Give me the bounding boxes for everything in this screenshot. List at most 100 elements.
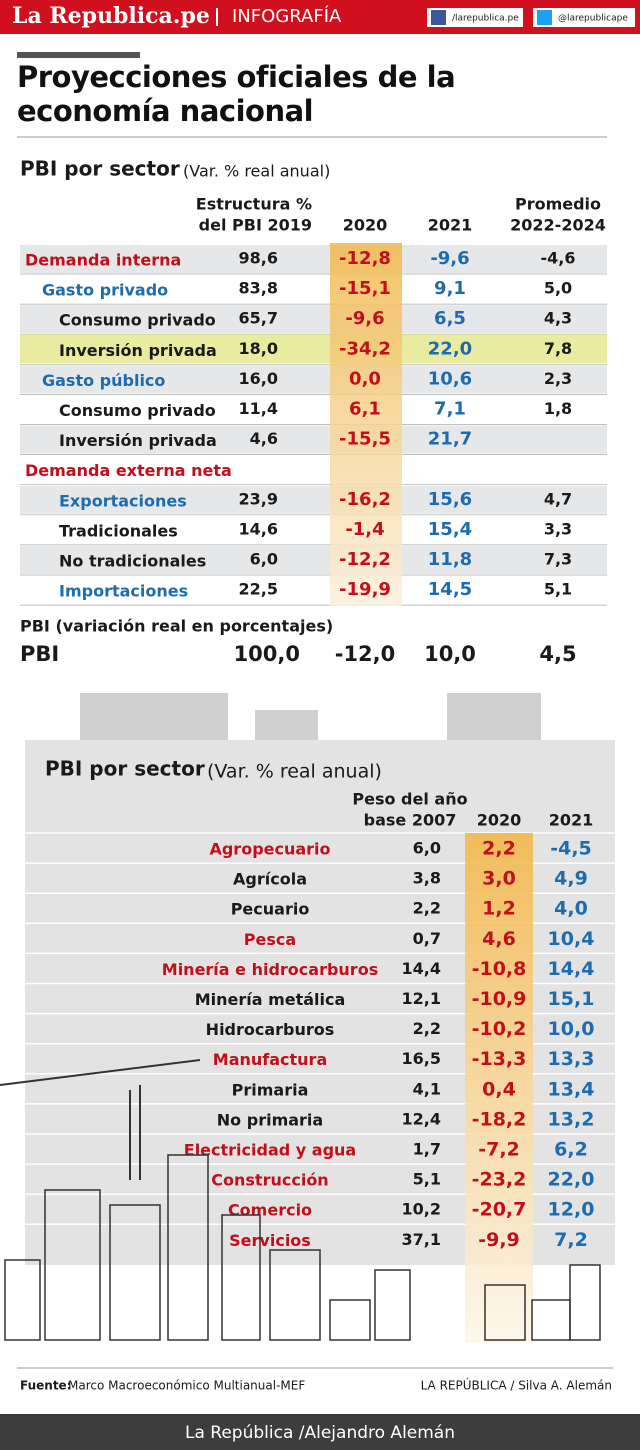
cell: 7,1 [434, 399, 466, 420]
table-title: PBI por sector [20, 157, 180, 181]
building [269, 1249, 321, 1341]
cell: 2,2 [413, 1019, 441, 1038]
row-label: Inversión privada [59, 431, 217, 450]
row-label: Consumo privado [59, 401, 216, 420]
brand: La Republica.pe [12, 3, 210, 29]
cell: 4,3 [544, 309, 572, 328]
row-bg [20, 365, 607, 394]
facebook: /larepublica.pe [452, 14, 519, 24]
cell: 11,4 [239, 399, 278, 418]
cell: 7,2 [554, 1229, 588, 1251]
cell: 4,0 [554, 898, 588, 920]
building [221, 1214, 261, 1341]
row-label: No tradicionales [59, 552, 206, 571]
cell: 15,1 [548, 988, 595, 1010]
row-label: Comercio [228, 1201, 312, 1220]
row-label: Hidrocarburos [206, 1020, 335, 1039]
cell: 6,0 [413, 839, 441, 858]
col-highlight [465, 833, 533, 1343]
col-highlight [330, 243, 402, 606]
row-label: No primaria [217, 1110, 323, 1129]
row-label: Gasto privado [42, 281, 168, 300]
cell: 16,0 [239, 369, 278, 388]
column-header: 2020 [343, 216, 388, 235]
row-label: Agrícola [233, 870, 307, 889]
cell: 0,7 [413, 929, 441, 948]
facebook-box[interactable] [427, 8, 523, 27]
row-label: Agropecuario [209, 840, 330, 859]
cell: 5,0 [544, 279, 572, 298]
cell: -12,2 [339, 549, 391, 570]
cell: 14,6 [239, 519, 278, 538]
cell: -9,9 [478, 1229, 520, 1251]
cell: 14,5 [428, 579, 472, 600]
cell: 1,8 [544, 399, 572, 418]
cell: 3,8 [413, 869, 441, 888]
cell: 11,8 [428, 549, 472, 570]
twitter: @larepublicape [558, 14, 628, 24]
building [167, 1154, 209, 1341]
cell: 4,6 [250, 429, 278, 448]
cell: -9,6 [430, 248, 469, 269]
cell: -4,5 [550, 838, 592, 860]
row-label: Manufactura [213, 1050, 327, 1069]
cell: -15,5 [339, 429, 391, 450]
total-cell: 100,0 [234, 642, 300, 666]
deco [447, 693, 541, 741]
building [374, 1269, 411, 1341]
cell: 4,1 [413, 1079, 441, 1098]
total-cell: 10,0 [424, 642, 476, 666]
cell: 83,8 [239, 279, 278, 298]
cell: 13,3 [548, 1048, 595, 1070]
cell: 3,0 [482, 868, 516, 890]
cell: 7,8 [544, 339, 572, 358]
row-highlight [20, 334, 607, 364]
footer-credit: La República /Alejandro Alemán [185, 1423, 455, 1443]
credit: LA REPÚBLICA / Silva A. Alemán [421, 1378, 612, 1393]
cell: -18,2 [472, 1108, 527, 1130]
cell: -34,2 [339, 338, 391, 359]
cell: 15,6 [428, 489, 472, 510]
cell: 1,2 [482, 898, 516, 920]
building [109, 1204, 161, 1341]
twitter-box[interactable] [533, 8, 635, 27]
column-header: base 2007 [364, 811, 457, 830]
building [4, 1259, 41, 1341]
cell: 37,1 [402, 1230, 441, 1249]
total-label: PBI [20, 642, 59, 666]
cell: 9,1 [434, 278, 466, 299]
cell: 14,4 [548, 958, 595, 980]
cell: 1,7 [413, 1140, 441, 1159]
total-cell: -12,0 [335, 642, 396, 666]
cell: -1,4 [345, 519, 384, 540]
row-label: Importaciones [59, 582, 188, 601]
row-label: Primaria [232, 1080, 309, 1099]
cell: -20,7 [472, 1199, 527, 1221]
cell: 2,2 [482, 838, 516, 860]
cell: 21,7 [428, 429, 472, 450]
row-label: Minería e hidrocarburos [162, 960, 378, 979]
building [329, 1299, 371, 1341]
row-label: Consumo privado [59, 311, 216, 330]
section: INFOGRAFÍA [232, 5, 342, 27]
cell: 2,2 [413, 899, 441, 918]
column-header: 2021 [549, 811, 594, 830]
row-bg [20, 485, 607, 514]
cell: 5,1 [413, 1170, 441, 1189]
cell: -16,2 [339, 489, 391, 510]
table-title: PBI por sector [45, 757, 205, 781]
cell: -23,2 [472, 1169, 527, 1191]
cell: -13,3 [472, 1048, 527, 1070]
source: Marco Macroeconómico Multianual-MEF [68, 1379, 305, 1393]
row-label: Pecuario [231, 900, 310, 919]
cell: 10,4 [548, 928, 595, 950]
cell: 0,4 [482, 1078, 516, 1100]
facebook-icon [431, 10, 446, 25]
cell: -19,9 [339, 579, 391, 600]
row-bg [20, 546, 607, 574]
cell: 98,6 [239, 249, 278, 268]
cell: 7,3 [544, 550, 572, 569]
cell: -10,9 [472, 988, 527, 1010]
